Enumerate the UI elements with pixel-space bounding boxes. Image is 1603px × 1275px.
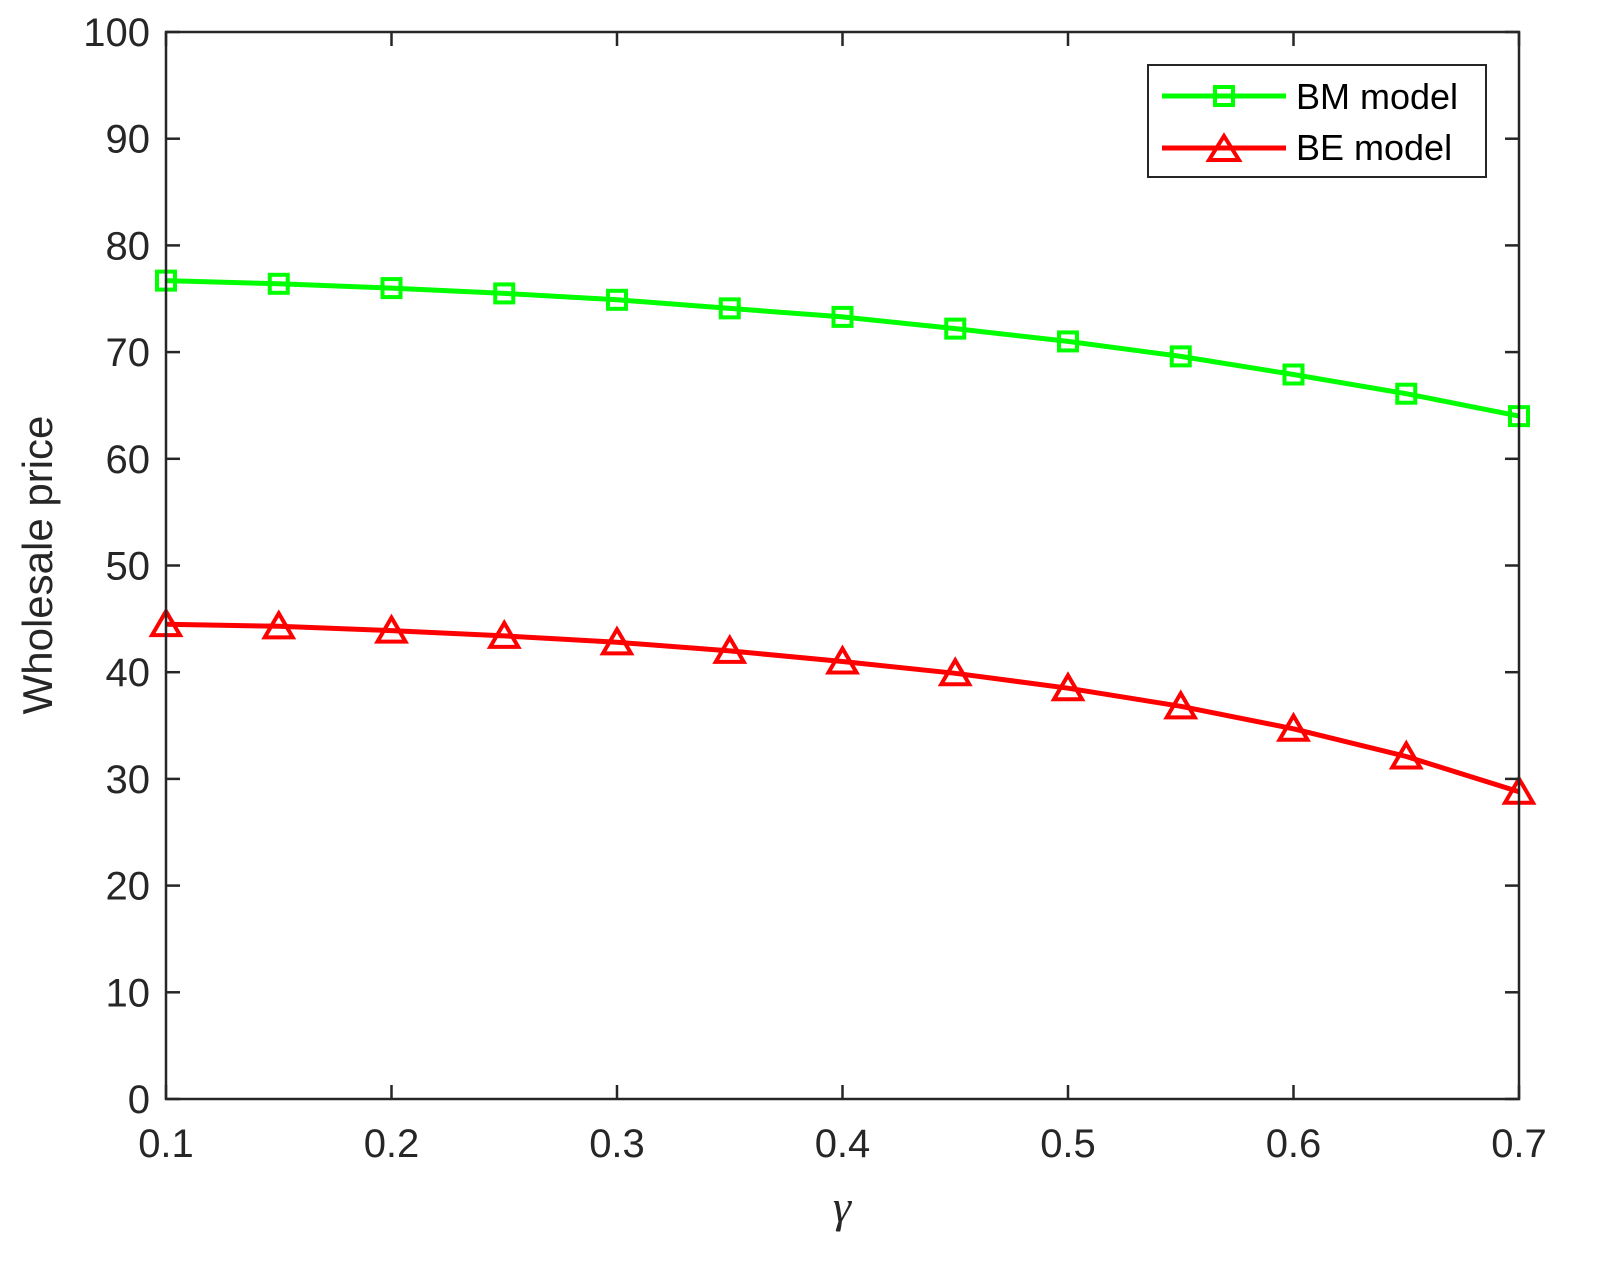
data-point-be xyxy=(1163,689,1199,720)
data-point-be xyxy=(599,625,635,656)
data-point-bm xyxy=(606,288,628,311)
y-tick-label: 0 xyxy=(128,1078,150,1122)
data-point-bm xyxy=(718,297,741,320)
legend-label-be: BE model xyxy=(1296,127,1452,168)
x-tick-label: 0.5 xyxy=(1040,1122,1096,1166)
x-tick-label: 0.7 xyxy=(1491,1122,1547,1166)
x-tick-label: 0.2 xyxy=(364,1122,420,1166)
y-tick-label: 70 xyxy=(106,331,151,375)
data-point-be xyxy=(486,618,522,649)
legend-box xyxy=(1147,64,1487,178)
data-point-bm xyxy=(1169,345,1192,368)
x-tick-label: 0.4 xyxy=(815,1122,871,1166)
y-tick-label: 10 xyxy=(106,971,151,1015)
data-point-bm xyxy=(380,277,403,300)
data-point-bm xyxy=(1282,363,1305,386)
x-tick-label: 0.3 xyxy=(589,1122,645,1166)
series-line-1 xyxy=(165,621,1520,795)
data-point-bm xyxy=(944,317,967,340)
x-axis-label: γ xyxy=(833,1181,853,1232)
y-axis-label: Wholesale price xyxy=(14,416,61,715)
legend: BM model BE model xyxy=(1147,64,1487,178)
data-point-be xyxy=(1388,739,1424,770)
data-point-bm xyxy=(1057,330,1079,353)
data-point-be xyxy=(374,613,409,644)
data-point-bm xyxy=(1395,382,1418,405)
data-point-be xyxy=(825,644,860,675)
data-point-be xyxy=(1276,711,1311,742)
y-tick-label: 30 xyxy=(106,758,151,802)
y-tick-label: 100 xyxy=(83,11,150,55)
series-line-0 xyxy=(165,278,1520,419)
legend-marker-be xyxy=(1205,132,1243,162)
legend-marker-bm xyxy=(1213,85,1235,107)
data-point-bm xyxy=(493,282,516,305)
x-tick-label: 0.1 xyxy=(138,1122,194,1166)
data-point-be xyxy=(937,656,973,687)
data-point-bm xyxy=(267,272,290,295)
y-tick-label: 80 xyxy=(106,224,151,268)
data-point-be xyxy=(1050,671,1086,702)
legend-label-bm: BM model xyxy=(1296,76,1458,117)
data-point-be xyxy=(712,633,748,664)
data-point-be xyxy=(261,609,297,640)
series-layer xyxy=(148,269,1537,805)
x-tick-label: 0.6 xyxy=(1266,1122,1322,1166)
y-tick-label: 20 xyxy=(106,865,151,909)
y-tick-label: 40 xyxy=(106,651,151,695)
y-tick-label: 90 xyxy=(106,118,151,162)
y-tick-label: 60 xyxy=(106,438,151,482)
y-tick-label: 50 xyxy=(106,545,151,589)
ticks-layer: 0 10 20 30 40 50 60 70 80 90 100 0.1 0.2 0.3 0.4 0.5 0.6… xyxy=(83,11,1547,1166)
data-point-bm xyxy=(831,305,854,328)
